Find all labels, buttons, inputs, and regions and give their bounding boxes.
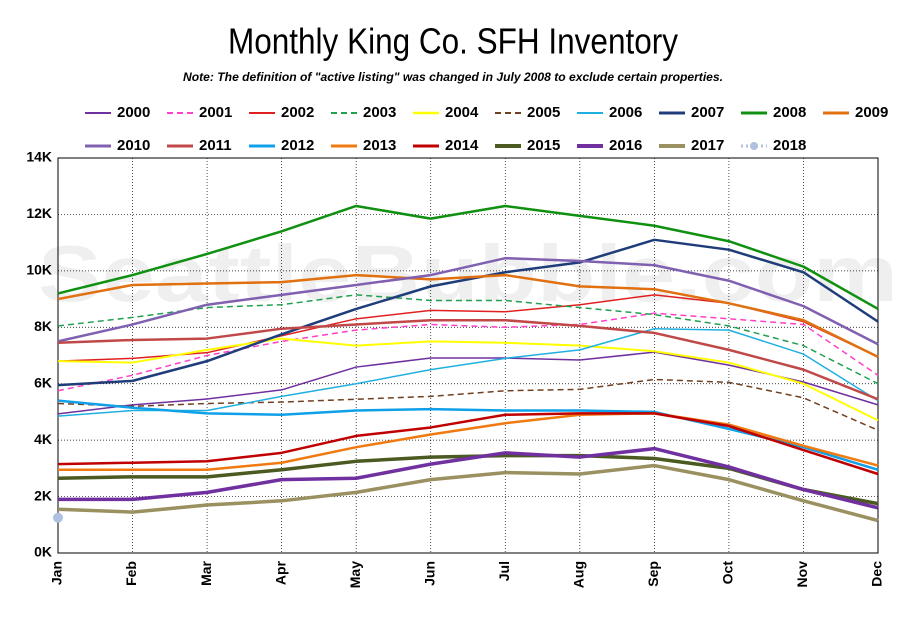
- legend-label: 2013: [363, 137, 396, 154]
- legend-label: 2007: [691, 104, 724, 121]
- x-tick-label: Jun: [421, 561, 437, 586]
- y-tick-label: 0K: [34, 544, 52, 560]
- legend-label: 2011: [199, 137, 232, 154]
- series-line: [57, 312, 879, 392]
- legend-label: 2016: [609, 137, 642, 154]
- legend-label: 2014: [445, 137, 479, 154]
- series-line: [57, 318, 879, 401]
- legend-label: 2005: [527, 104, 560, 121]
- series-line: [57, 412, 879, 476]
- y-tick-label: 6K: [34, 374, 52, 390]
- legend-marker: [750, 142, 758, 150]
- y-tick-label: 10K: [26, 262, 52, 278]
- x-tick-label: Nov: [794, 561, 810, 588]
- series-line: [57, 463, 879, 523]
- legend-label: 2018: [773, 137, 806, 154]
- x-tick-label: May: [347, 561, 363, 588]
- legend-label: 2006: [609, 104, 642, 121]
- x-tick-label: Jul: [496, 561, 512, 581]
- x-tick-label: Mar: [198, 560, 214, 585]
- legend-label: 2009: [855, 104, 888, 121]
- y-tick-label: 4K: [34, 431, 52, 447]
- legend-label: 2015: [527, 137, 560, 154]
- x-tick-label: Oct: [720, 561, 736, 585]
- legend-label: 2002: [281, 104, 314, 121]
- legend-label: 2010: [117, 137, 150, 154]
- x-tick-label: Aug: [571, 561, 587, 588]
- legend-label: 2004: [445, 104, 479, 121]
- legend-label: 2003: [363, 104, 396, 121]
- x-tick-label: Jan: [49, 561, 65, 585]
- y-tick-label: 12K: [26, 205, 52, 221]
- watermark: SeattleBubble.com: [38, 229, 898, 318]
- series-line: [57, 399, 879, 471]
- point-marker: [53, 512, 63, 523]
- chart-subtitle: Note: The definition of "active listing"…: [183, 70, 723, 84]
- series-line: [57, 273, 879, 359]
- series-line: [57, 294, 879, 385]
- x-tick-label: Sep: [645, 561, 661, 587]
- series-line: [57, 256, 879, 346]
- legend-label: 2001: [199, 104, 232, 121]
- series-line: [57, 327, 879, 417]
- series-line: [57, 351, 879, 415]
- legend-label: 2012: [281, 137, 314, 154]
- series-line: [57, 337, 879, 422]
- x-tick-label: Apr: [272, 560, 288, 585]
- chart-title: Monthly King Co. SFH Inventory: [228, 21, 678, 62]
- legend-label: 2000: [117, 104, 150, 121]
- series-line: [57, 204, 879, 311]
- series-line: [57, 238, 879, 387]
- legend-label: 2008: [773, 104, 806, 121]
- x-tick-label: Dec: [869, 561, 885, 587]
- plot-frame: [57, 157, 879, 554]
- x-tick-label: Feb: [123, 561, 139, 586]
- series-line: [58, 412, 879, 472]
- y-tick-label: 14K: [26, 149, 52, 165]
- series-line: [57, 378, 879, 431]
- y-tick-label: 8K: [34, 318, 52, 334]
- y-tick-label: 2K: [34, 487, 52, 503]
- series-line: [58, 446, 879, 510]
- legend-label: 2017: [691, 137, 724, 154]
